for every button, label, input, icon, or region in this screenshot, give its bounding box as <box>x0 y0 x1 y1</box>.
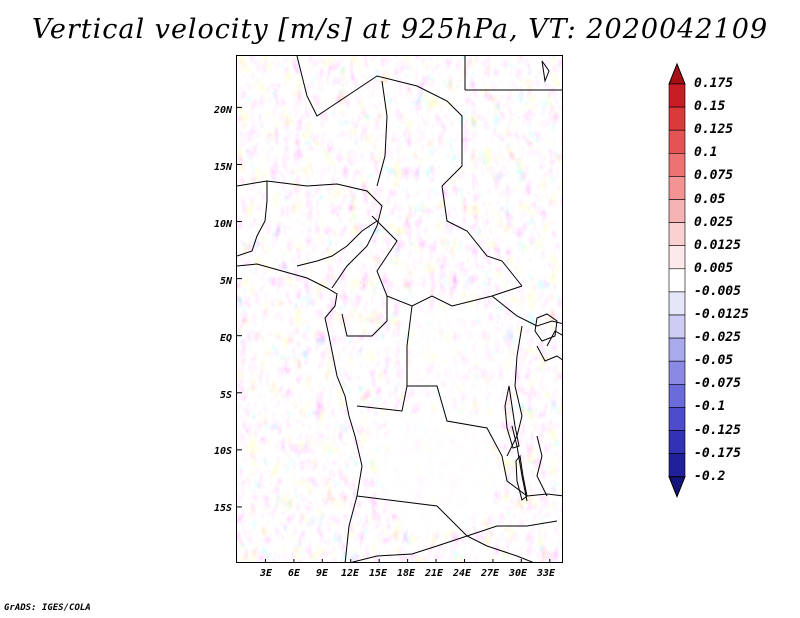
calm-zone-congo <box>397 296 512 426</box>
colorbar-segment <box>668 430 686 454</box>
colorbar-segment <box>668 106 686 131</box>
lat-label-10s: 10S <box>213 446 232 457</box>
colorbar-segment <box>668 222 686 247</box>
colorbar-segment <box>668 245 686 270</box>
colorbar-label: 0.1 <box>694 145 718 161</box>
longitude-ticks <box>264 559 551 562</box>
colorbar-label: 0.0125 <box>694 237 741 253</box>
lat-label-15n: 15N <box>213 162 232 173</box>
lat-label-15s: 15S <box>213 503 232 514</box>
colorbar-label: -0.0125 <box>694 307 749 322</box>
country-borders <box>237 56 562 562</box>
colorbar-segment <box>668 153 686 177</box>
credit-text: GrADS: IGES/COLA <box>4 603 91 613</box>
lakes <box>504 60 558 501</box>
lat-label-eq: EQ <box>219 333 232 344</box>
colorbar-segment <box>668 407 686 431</box>
colorbar-label: 0.175 <box>694 76 734 91</box>
calm-zone-south <box>377 411 497 536</box>
colorbar-label: -0.075 <box>694 376 741 392</box>
colorbar-top-arrow <box>668 62 686 85</box>
lon-label-21e: 21E <box>424 568 444 579</box>
lat-label-10n: 10N <box>213 219 232 230</box>
colorbar-segment <box>668 83 686 108</box>
lon-label-3e: 3E <box>259 568 273 579</box>
colorbar-segment <box>668 129 686 154</box>
lon-label-9e: 9E <box>315 568 329 579</box>
latitude-ticks <box>237 106 242 508</box>
colorbar-label: 0.005 <box>694 260 734 276</box>
chart-title: Vertical velocity [m/s] at 925hPa, VT: 2… <box>31 14 769 45</box>
colorbar-label: -0.005 <box>694 283 741 299</box>
map-panel <box>236 55 563 563</box>
colorbar-segment <box>668 268 686 293</box>
vertical-velocity-field <box>237 56 562 562</box>
colorbar-segment <box>668 199 686 223</box>
colorbar-label: 0.15 <box>694 99 726 115</box>
colorbar-label: 0.05 <box>694 191 726 207</box>
colorbar-label: -0.2 <box>694 468 726 484</box>
lon-label-12e: 12E <box>340 568 360 579</box>
lat-label-20n: 20N <box>213 105 232 116</box>
colorbar-segment <box>668 453 686 478</box>
colorbar <box>668 62 686 499</box>
colorbar-segment <box>668 314 686 339</box>
lon-label-24e: 24E <box>452 568 472 579</box>
colorbar-segment <box>668 383 686 408</box>
lon-label-33e: 33E <box>536 568 556 579</box>
lon-label-18e: 18E <box>396 568 416 579</box>
lat-label-5n: 5N <box>219 276 232 287</box>
colorbar-label: 0.125 <box>694 122 734 138</box>
colorbar-label: -0.1 <box>694 399 726 415</box>
colorbar-label: -0.175 <box>694 445 741 461</box>
colorbar-label: 0.025 <box>694 214 734 230</box>
colorbar-segment <box>668 176 686 200</box>
colorbar-label: -0.05 <box>694 353 734 369</box>
colorbar-label: -0.025 <box>694 330 741 346</box>
colorbar-segment <box>668 360 686 385</box>
lon-label-30e: 30E <box>508 568 528 579</box>
colorbar-label: -0.125 <box>694 422 741 438</box>
colorbar-label: 0.075 <box>694 168 734 184</box>
lat-label-5s: 5S <box>219 390 232 401</box>
lon-label-15e: 15E <box>368 568 388 579</box>
lon-label-27e: 27E <box>480 568 500 579</box>
colorbar-bottom-arrow <box>668 476 686 499</box>
colorbar-segment <box>668 291 686 316</box>
colorbar-segment <box>668 337 686 362</box>
lon-label-6e: 6E <box>287 568 301 579</box>
